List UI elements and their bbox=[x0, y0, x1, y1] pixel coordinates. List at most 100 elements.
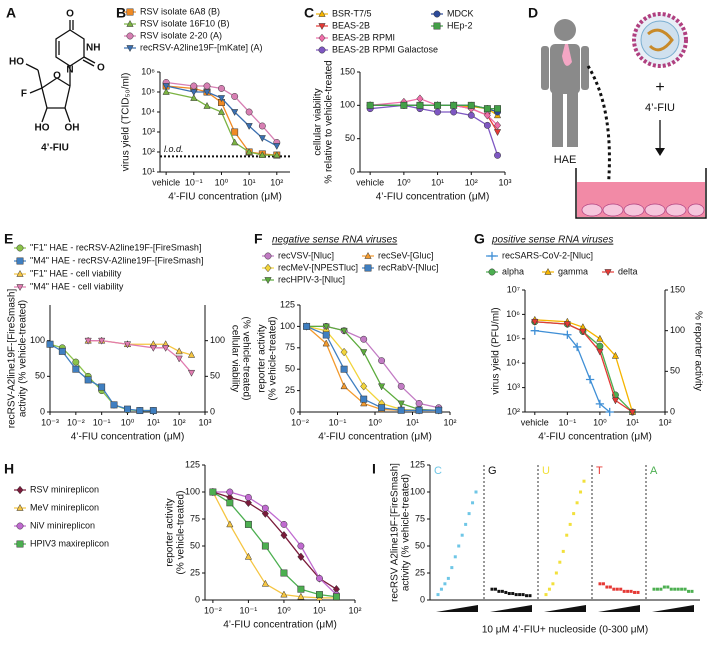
cell bbox=[581, 203, 603, 217]
legend-label: RSV isolate 16F10 (B) bbox=[140, 18, 230, 28]
data-point bbox=[416, 94, 424, 103]
data-point bbox=[494, 105, 501, 113]
legend-label: BEAS-2B RPMI bbox=[332, 32, 395, 42]
legend-label: RSV isolate 2-20 (A) bbox=[140, 30, 222, 40]
data-point bbox=[360, 382, 368, 391]
data-point bbox=[415, 399, 423, 407]
data-point bbox=[84, 376, 92, 384]
data-point bbox=[203, 82, 211, 90]
data-point bbox=[244, 493, 252, 501]
data-point bbox=[258, 122, 266, 130]
legend-label: RSV isolate 6A8 (B) bbox=[140, 6, 220, 16]
data-point bbox=[98, 383, 106, 391]
group-label: T bbox=[596, 465, 603, 477]
legend-label: MeV minireplicon bbox=[30, 502, 99, 512]
y-axis-label: virus yield (PFU/ml) bbox=[491, 307, 502, 394]
legend-marker bbox=[16, 540, 24, 548]
y-tick-label: 0 bbox=[40, 406, 45, 416]
data-point bbox=[244, 520, 252, 528]
data-point bbox=[680, 587, 684, 591]
data-point bbox=[690, 589, 694, 593]
data-point bbox=[316, 574, 323, 582]
y-tick-label: 75 bbox=[285, 342, 295, 352]
data-point bbox=[261, 542, 269, 550]
atom: F bbox=[21, 89, 27, 100]
legend-label: BEAS-2B RPMI Galactose bbox=[332, 44, 438, 54]
legend-label: BSR-T7/5 bbox=[332, 8, 372, 18]
data-point bbox=[436, 593, 440, 597]
y2-tick-label: 100 bbox=[210, 335, 225, 345]
y-tick-label: 50 bbox=[415, 540, 425, 550]
y2-tick-label: 100 bbox=[670, 325, 685, 335]
bond bbox=[25, 63, 39, 71]
data-point bbox=[585, 375, 595, 384]
data-point bbox=[450, 101, 458, 109]
atom: N bbox=[66, 65, 73, 76]
y-tick-label: 75 bbox=[415, 513, 425, 523]
series-line bbox=[534, 330, 611, 413]
data-point bbox=[598, 582, 602, 586]
legend-label: BEAS-2B bbox=[332, 20, 370, 30]
data-point bbox=[460, 533, 464, 537]
legend-label: alpha bbox=[502, 266, 524, 276]
y-axis-label: (% vehicle-treated) bbox=[176, 491, 187, 575]
data-point bbox=[446, 576, 450, 580]
data-point bbox=[297, 552, 305, 562]
x-axis-label: 4’-FIU concentration (μM) bbox=[168, 192, 282, 203]
data-point bbox=[518, 593, 522, 597]
data-point bbox=[280, 530, 288, 540]
data-point bbox=[633, 590, 637, 594]
data-point bbox=[493, 587, 497, 591]
data-point bbox=[453, 555, 457, 559]
atom: OH bbox=[65, 123, 80, 134]
data-point bbox=[360, 335, 368, 343]
x-tick-label: vehicle bbox=[521, 417, 549, 427]
panel-letter: E bbox=[4, 231, 13, 247]
x-axis-label: 4’-FIU concentration (μM) bbox=[223, 620, 337, 631]
data-point bbox=[687, 589, 691, 593]
legend-marker bbox=[364, 264, 372, 272]
dish bbox=[575, 168, 707, 219]
chart-title: negative sense RNA viruses bbox=[272, 235, 397, 246]
y-tick-label: 100 bbox=[340, 100, 355, 110]
x-tick-label: vehicle bbox=[152, 177, 180, 187]
y-tick-label: 25 bbox=[190, 567, 200, 577]
bond bbox=[37, 69, 43, 89]
data-point bbox=[316, 591, 323, 599]
panel-letter: B bbox=[116, 5, 126, 21]
panel-letter: D bbox=[528, 5, 538, 21]
data-point bbox=[467, 101, 475, 109]
data-point bbox=[434, 101, 442, 109]
genome bbox=[647, 28, 674, 52]
arrow-head bbox=[655, 148, 665, 156]
data-point bbox=[565, 533, 569, 537]
x-tick-label: 10⁰ bbox=[397, 177, 411, 187]
data-point bbox=[231, 138, 239, 146]
concentration-wedge bbox=[652, 605, 694, 612]
cell bbox=[644, 203, 666, 217]
data-point bbox=[514, 593, 518, 597]
y-axis-label: virus yield (TCID₅₀/ml) bbox=[121, 73, 132, 172]
data-point bbox=[511, 592, 515, 596]
x-tick-label: 10¹ bbox=[147, 417, 160, 427]
data-point bbox=[683, 587, 687, 591]
legend-marker bbox=[318, 23, 326, 31]
data-point bbox=[626, 589, 630, 593]
data-point bbox=[244, 498, 252, 508]
airway bbox=[562, 44, 572, 66]
data-point bbox=[123, 341, 132, 349]
diagram-label: 4’-FIU bbox=[645, 102, 675, 114]
legend-marker bbox=[364, 251, 372, 259]
x-axis-label: 10 μM 4’-FIU+ nucleoside (0-300 μM) bbox=[482, 625, 648, 636]
data-point bbox=[611, 397, 620, 405]
legend-marker bbox=[16, 244, 24, 252]
x-tick-label: 10⁰ bbox=[121, 417, 135, 427]
chart-title: positive sense RNA viruses bbox=[491, 235, 613, 246]
legend-marker bbox=[488, 268, 496, 276]
x-tick-label: vehicle bbox=[356, 177, 384, 187]
series-line bbox=[534, 321, 633, 413]
data-point bbox=[162, 83, 170, 91]
cell bbox=[665, 203, 687, 217]
data-point bbox=[245, 123, 253, 131]
data-point bbox=[619, 587, 623, 591]
